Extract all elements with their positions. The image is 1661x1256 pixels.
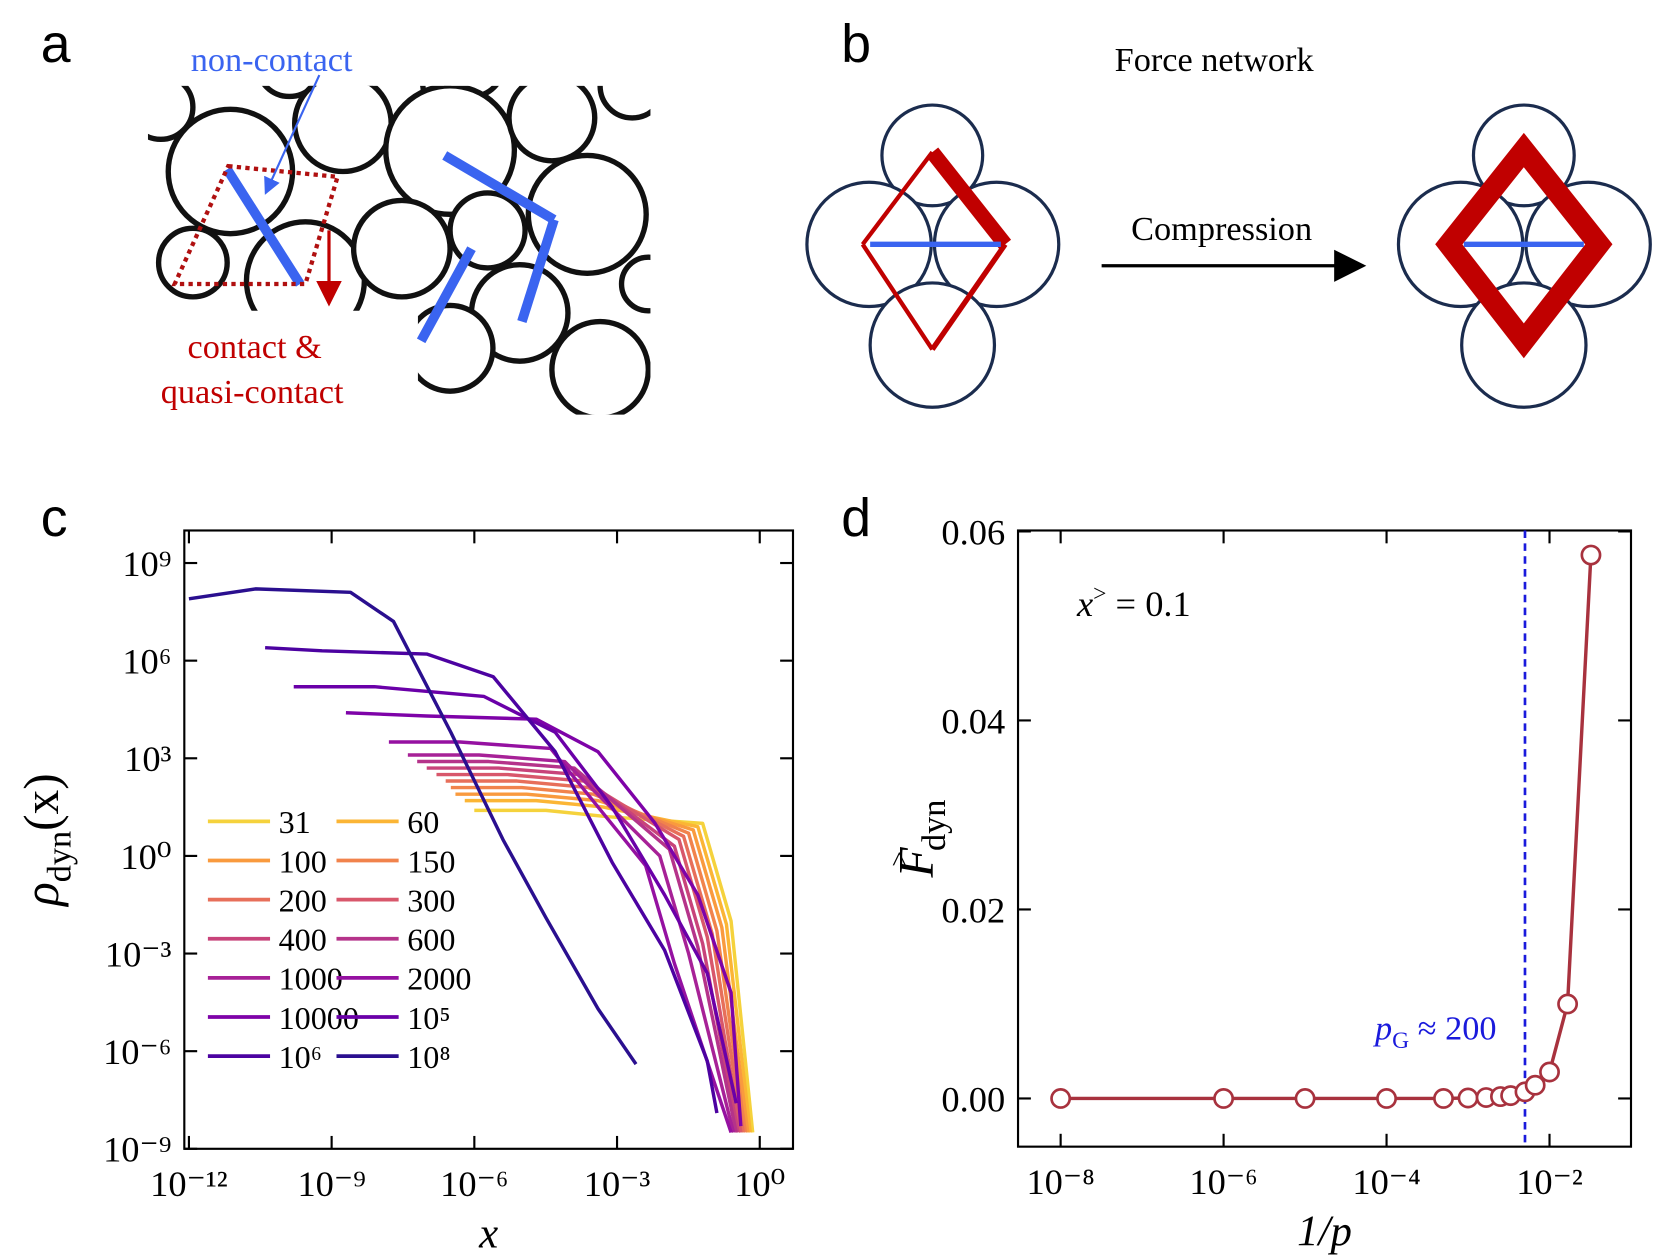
label-symbol: F [888, 847, 943, 879]
label-symbol: x [1076, 584, 1093, 624]
label-superscript: > [1093, 581, 1106, 607]
y-tick-label: 10⁻⁹ [103, 1130, 171, 1170]
diagram-title: Force network [1115, 41, 1315, 79]
label-symbol: p [1372, 1009, 1392, 1047]
legend-label: 100 [279, 843, 327, 879]
arrow [264, 74, 321, 195]
data-point [1294, 1088, 1316, 1109]
x-tick-label: 10⁻⁴ [1352, 1162, 1420, 1202]
x-tick-label: 10⁻¹² [150, 1164, 228, 1204]
data-point [1213, 1088, 1235, 1109]
x-axis-label: 1/p [1297, 1208, 1352, 1255]
y-tick-label: 10⁻⁶ [103, 1032, 171, 1072]
label-text: ≈ 200 [1409, 1009, 1496, 1047]
y-tick-label: 0.04 [941, 701, 1005, 741]
arrow-label: Compression [1131, 210, 1312, 248]
legend-label: 200 [279, 882, 327, 918]
legend-label: 10⁶ [279, 1039, 322, 1075]
y-axis-label: F>dyn [885, 800, 953, 879]
y-tick-label: 10⁰ [120, 837, 171, 877]
y-tick-label: 0.00 [941, 1079, 1005, 1119]
packing [147, 85, 651, 415]
y-tick-label: 0.06 [941, 512, 1005, 552]
data-point [1457, 1087, 1479, 1109]
label-subscript: G [1392, 1028, 1409, 1054]
x-tick-label: 10⁻⁶ [440, 1164, 508, 1204]
x-tick-label: 10⁻³ [584, 1164, 651, 1204]
panel-letter: d [841, 488, 871, 548]
label-subscript: dyn [915, 800, 953, 851]
reference-label: pG ≈ 200 [1372, 1009, 1497, 1054]
x-tick-label: 10⁻² [1516, 1162, 1583, 1202]
series-line [1060, 554, 1593, 1101]
legend-label: 10⁸ [407, 1039, 450, 1075]
legend-label: 31 [279, 804, 311, 840]
y-tick-label: 10³ [124, 739, 171, 779]
series-line [265, 646, 719, 1114]
legend-label: 2000 [407, 961, 471, 997]
x-axis-label: x [478, 1210, 498, 1256]
label-symbol: ρ [14, 882, 69, 908]
annotation: quasi-contact [161, 373, 344, 411]
legend-label: 60 [407, 804, 439, 840]
x-tick-label: 10⁻⁹ [297, 1164, 365, 1204]
x-tick-label: 10⁰ [734, 1164, 785, 1204]
force-chains [860, 132, 1613, 359]
inset-label: x> = 0.1 [1076, 581, 1191, 624]
x-tick-label: 10⁻⁶ [1189, 1162, 1257, 1202]
series-line [388, 740, 733, 1133]
series-line [436, 772, 743, 1133]
series-line [417, 759, 738, 1133]
x-tick-label: 10⁻⁸ [1026, 1162, 1094, 1202]
label-superscript: > [885, 851, 916, 867]
series-line [188, 587, 638, 1066]
label-text: = 0.1 [1106, 584, 1190, 624]
label-subscript: dyn [41, 831, 79, 882]
data-point [1580, 544, 1602, 566]
y-tick-label: 0.02 [941, 890, 1005, 930]
plot-area [1050, 530, 1602, 1147]
y-tick-label: 10⁶ [122, 642, 171, 682]
plot-frame [183, 529, 795, 1150]
data-point [1557, 993, 1579, 1015]
panel-letter: a [41, 14, 71, 74]
series-line [345, 711, 743, 1127]
panel-letter: b [841, 14, 871, 74]
data-point [1539, 1061, 1560, 1083]
y-axis-label: ρdyn(x) [14, 773, 79, 908]
legend-label: 600 [407, 922, 455, 958]
annotation: non-contact [191, 41, 353, 79]
contact-box [171, 163, 341, 287]
panel-letter: c [41, 488, 68, 548]
y-tick-label: 10⁻³ [105, 934, 172, 974]
legend-label: 10⁵ [407, 1000, 450, 1036]
data-point [1524, 1074, 1546, 1096]
label-argument: (x) [14, 773, 69, 830]
data-point [1050, 1088, 1072, 1109]
plot-area [188, 587, 755, 1133]
legend-label: 1000 [279, 961, 343, 997]
plot-frame [1016, 529, 1633, 1148]
y-tick-label: 10⁹ [122, 544, 171, 584]
data-point [1376, 1088, 1398, 1109]
non-contact-bonds [223, 151, 559, 344]
legend-label: 400 [279, 922, 327, 958]
series-line [293, 685, 738, 1104]
legend-label: 150 [407, 843, 455, 879]
legend-label: 300 [407, 882, 455, 918]
annotation: contact & [188, 328, 323, 366]
data-point [1433, 1088, 1454, 1109]
